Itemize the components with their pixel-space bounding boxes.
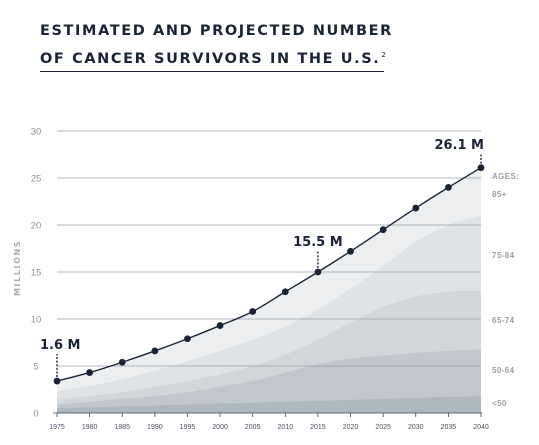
data-point-2035	[444, 184, 452, 191]
data-point-2000	[216, 322, 224, 329]
x-tick-1995: 1995	[180, 424, 196, 431]
data-point-1975	[53, 377, 61, 385]
age-label-1: 75-84	[492, 251, 515, 260]
age-bands	[57, 167, 481, 413]
x-tick-2040: 2040	[473, 424, 489, 431]
data-point-2010	[281, 288, 289, 296]
title-footnote: 2	[381, 51, 386, 59]
y-tick-20: 20	[31, 221, 42, 232]
x-tick-1980: 1980	[82, 424, 98, 431]
x-tick-2000: 2000	[212, 424, 228, 431]
age-label-2: 65-74	[492, 316, 515, 325]
area-under-50	[57, 396, 481, 413]
x-tick-1985: 1985	[114, 424, 130, 431]
x-tick-1975: 1975	[49, 424, 65, 431]
age-legend: AGES: 85+ 75-84 65-74 50-64 <50	[492, 172, 519, 408]
x-axis: 1975 1980 1985 1990 1995 2000 2005 2010 2015 2020…	[49, 413, 489, 431]
data-point-2015	[314, 268, 322, 276]
data-point-1985	[118, 358, 126, 366]
chart-title-line-2: OF CANCER SURVIVORS IN THE U.S.2	[40, 43, 400, 71]
data-point-2020	[347, 247, 354, 255]
data-point-1980	[86, 369, 94, 376]
annotations: 1.6 M 15.5 M 26.1 M	[40, 138, 484, 378]
x-tick-2025: 2025	[375, 424, 391, 431]
x-tick-2035: 2035	[441, 424, 457, 431]
age-label-0: 85+	[492, 190, 507, 199]
chart-title-line-1: ESTIMATED AND PROJECTED NUMBER	[40, 23, 393, 39]
title-divider	[40, 71, 384, 72]
chart-title: ESTIMATED AND PROJECTED NUMBER OF CANCER…	[40, 19, 400, 71]
y-tick-0: 0	[33, 409, 38, 420]
gridlines	[53, 130, 482, 414]
y-axis-label: MILLIONS	[13, 240, 22, 296]
ages-heading: AGES:	[492, 172, 519, 181]
y-axis: 0 5 10 15 20 25 30	[31, 127, 42, 420]
annotation-label-2015: 15.5 M	[293, 235, 343, 250]
data-point-2040	[477, 164, 485, 172]
x-tick-2015: 2015	[310, 424, 326, 431]
y-tick-5: 5	[33, 362, 38, 373]
data-point-2030	[412, 204, 420, 212]
series-total	[53, 164, 485, 385]
annotation-label-2040: 26.1 M	[434, 138, 484, 153]
annotation-label-1975: 1.6 M	[40, 338, 81, 353]
data-point-1990	[151, 347, 159, 355]
data-point-1995	[184, 335, 191, 343]
x-tick-2020: 2020	[343, 424, 359, 431]
y-tick-30: 30	[31, 127, 42, 138]
x-tick-2010: 2010	[278, 424, 294, 431]
data-point-2005	[249, 308, 257, 315]
age-label-3: 50-64	[492, 366, 515, 375]
data-point-2025	[379, 226, 387, 234]
y-tick-15: 15	[31, 268, 42, 279]
y-tick-10: 10	[31, 315, 42, 326]
x-tick-2005: 2005	[245, 424, 261, 431]
area-50-64	[57, 349, 481, 413]
y-tick-25: 25	[31, 174, 42, 185]
chart-title-line-2-text: OF CANCER SURVIVORS IN THE U.S.	[40, 50, 381, 67]
x-tick-2030: 2030	[408, 424, 424, 431]
x-tick-1990: 1990	[147, 424, 163, 431]
age-label-4: <50	[492, 399, 507, 408]
